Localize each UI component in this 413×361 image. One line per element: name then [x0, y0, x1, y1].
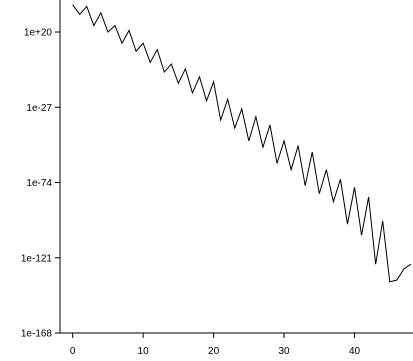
- y-tick-label: 1e+20: [24, 28, 53, 39]
- x-tick-label: 0: [70, 346, 76, 357]
- y-tick-label: 1e-121: [21, 253, 53, 264]
- y-tick-label: 1e-168: [21, 329, 53, 340]
- x-tick-label: 20: [208, 346, 220, 357]
- x-tick-label: 10: [138, 346, 150, 357]
- x-tick-label: 40: [349, 346, 361, 357]
- x-tick-label: 30: [278, 346, 290, 357]
- x-ticks: 0 10 20 30 40: [70, 333, 361, 357]
- y-ticks: 1e+20 1e-27 1e-74 1e-121 1e-168: [21, 28, 60, 340]
- series-line: [72, 4, 412, 283]
- y-tick-label: 1e-27: [26, 103, 52, 114]
- y-tick-label: 1e-74: [26, 178, 52, 189]
